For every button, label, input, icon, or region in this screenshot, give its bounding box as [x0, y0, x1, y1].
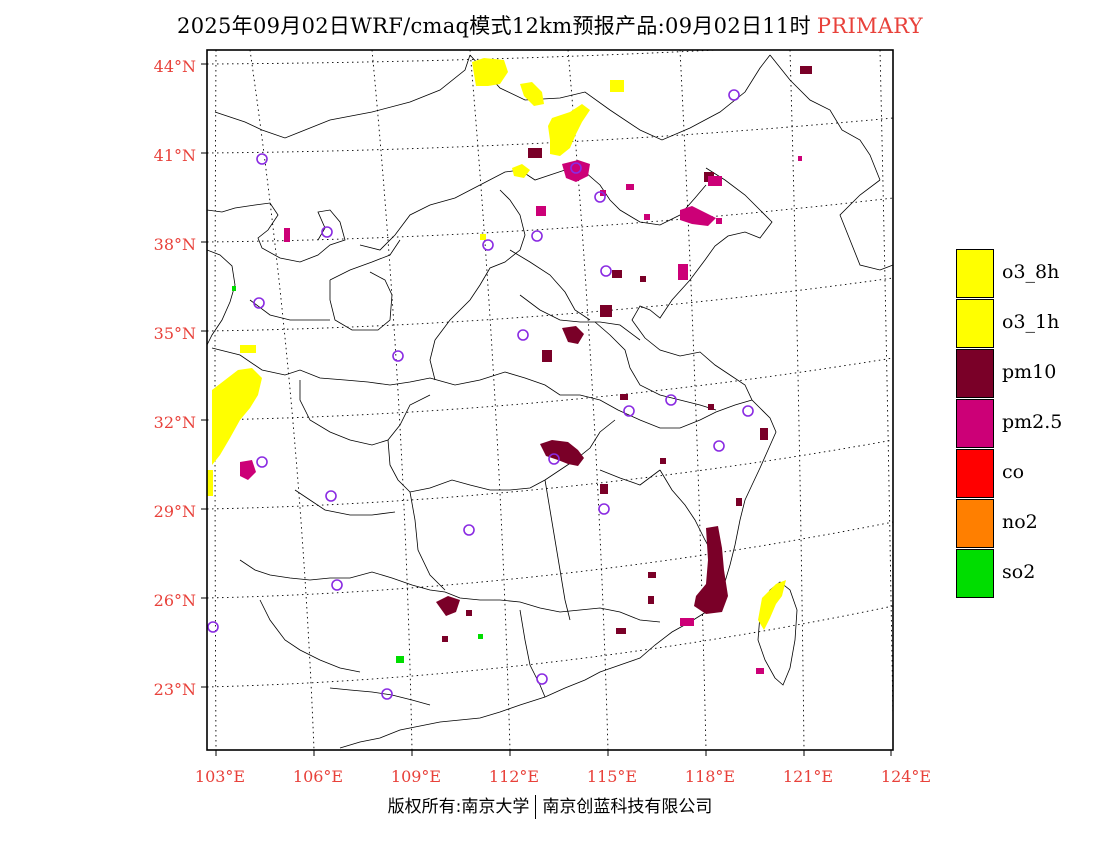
legend-item-no2: no2: [956, 499, 1076, 549]
legend-label: o3_8h: [1002, 261, 1060, 283]
lat-labels: 44°N 41°N 38°N 35°N 32°N 29°N 26°N 23°N: [154, 57, 196, 699]
lon-label: 106°E: [293, 767, 343, 786]
map-frame: [206, 49, 894, 751]
legend-swatch: [956, 299, 994, 348]
legend-swatch: [956, 249, 994, 298]
title-flag: PRIMARY: [816, 14, 923, 38]
legend-label: co: [1002, 461, 1025, 483]
copyright-right: 南京创蓝科技有限公司: [542, 797, 713, 817]
lat-label: 41°N: [154, 146, 196, 165]
legend-item-pm25: pm2.5: [956, 399, 1076, 449]
pm10-areas: [436, 66, 812, 642]
lat-label: 38°N: [154, 235, 196, 254]
lon-labels: 103°E 106°E 109°E 112°E 115°E 118°E 121°…: [195, 767, 931, 786]
lat-label: 32°N: [154, 413, 196, 432]
lat-label: 29°N: [154, 502, 196, 521]
axis-ticks: [201, 63, 892, 756]
copyright-left: 版权所有:南京大学: [387, 797, 530, 817]
lon-label: 121°E: [783, 767, 833, 786]
lon-label: 103°E: [195, 767, 245, 786]
legend-swatch: [956, 499, 994, 548]
lon-label: 115°E: [587, 767, 637, 786]
lat-label: 44°N: [154, 57, 196, 76]
map-title: 2025年09月02日WRF/cmaq模式12km预报产品:09月02日11时 P…: [0, 10, 1100, 40]
legend-item-co: co: [956, 449, 1076, 499]
lon-label: 112°E: [489, 767, 539, 786]
title-main: 2025年09月02日WRF/cmaq模式12km预报产品:09月02日11时: [177, 14, 811, 38]
copyright-divider: [535, 795, 537, 819]
legend-item-o3-1h: o3_1h: [956, 299, 1076, 349]
lon-label: 109°E: [391, 767, 441, 786]
lat-label: 35°N: [154, 324, 196, 343]
legend-swatch: [956, 349, 994, 398]
legend-label: so2: [1002, 561, 1036, 583]
legend-swatch: [956, 399, 994, 448]
pm25-areas: [240, 156, 802, 674]
legend: o3_8h o3_1h pm10 pm2.5 co no2 so2: [956, 249, 1076, 599]
legend-label: pm2.5: [1002, 411, 1063, 433]
station-markers: [207, 89, 754, 700]
legend-swatch: [956, 549, 994, 598]
lat-label: 26°N: [154, 591, 196, 610]
lat-label: 23°N: [154, 680, 196, 699]
legend-label: o3_1h: [1002, 311, 1060, 333]
legend-item-so2: so2: [956, 549, 1076, 599]
o3-areas: [207, 58, 786, 630]
legend-label: no2: [1002, 511, 1038, 533]
legend-item-pm10: pm10: [956, 349, 1076, 399]
legend-item-o3-8h: o3_8h: [956, 249, 1076, 299]
legend-swatch: [956, 449, 994, 498]
lon-label: 118°E: [685, 767, 735, 786]
legend-label: pm10: [1002, 361, 1057, 383]
boundaries: [207, 54, 893, 749]
so2-areas: [232, 286, 483, 663]
lon-label: 124°E: [881, 767, 931, 786]
copyright: 版权所有:南京大学 南京创蓝科技有限公司: [0, 792, 1100, 819]
